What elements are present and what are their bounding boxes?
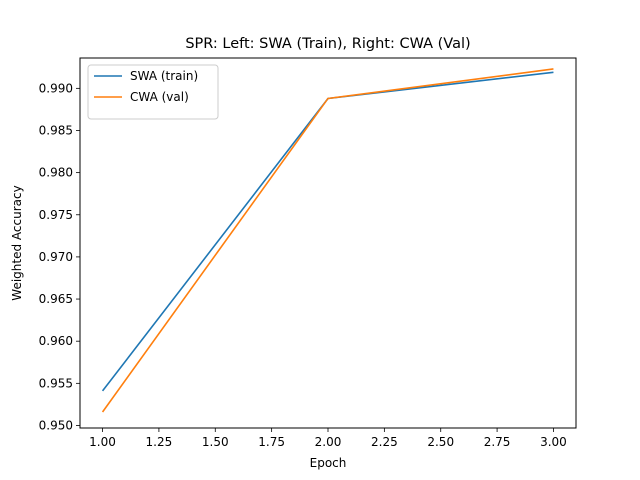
x-tick-label: 1.75: [258, 435, 285, 449]
y-axis: 0.950 0.955 0.960 0.965 0.970 0.975 0.980 0.985…: [39, 81, 80, 432]
x-tick-label: 3.00: [540, 435, 567, 449]
y-axis-title: Weighted Accuracy: [10, 185, 24, 300]
y-tick-label: 0.975: [39, 208, 73, 222]
x-tick-label: 2.25: [371, 435, 398, 449]
series-line-1: [101, 68, 554, 413]
series-line-0: [101, 71, 554, 392]
legend-label-0: SWA (train): [130, 69, 198, 83]
x-tick-label: 1.25: [146, 435, 173, 449]
y-tick-label: 0.955: [39, 376, 73, 390]
legend-label-1: CWA (val): [130, 90, 189, 104]
y-tick-label: 0.985: [39, 123, 73, 137]
plot-area: [101, 68, 554, 413]
x-axis: 1.00 1.25 1.50 1.75 2.00 2.25 2.50 2.75 3.00: [89, 428, 567, 449]
y-tick-label: 0.980: [39, 166, 73, 180]
x-tick-label: 1.00: [89, 435, 116, 449]
y-tick-label: 0.970: [39, 250, 73, 264]
x-tick-label: 2.50: [427, 435, 454, 449]
y-tick-label: 0.950: [39, 418, 73, 432]
y-tick-label: 0.960: [39, 334, 73, 348]
x-tick-label: 2.00: [315, 435, 342, 449]
x-axis-title: Epoch: [310, 456, 347, 470]
legend: SWA (train) CWA (val): [87, 64, 219, 120]
x-tick-label: 1.50: [202, 435, 229, 449]
y-tick-label: 0.965: [39, 292, 73, 306]
y-tick-label: 0.990: [39, 81, 73, 95]
legend-box: [87, 64, 219, 120]
chart-title: SPR: Left: SWA (Train), Right: CWA (Val): [185, 36, 470, 52]
x-tick-label: 2.75: [484, 435, 511, 449]
